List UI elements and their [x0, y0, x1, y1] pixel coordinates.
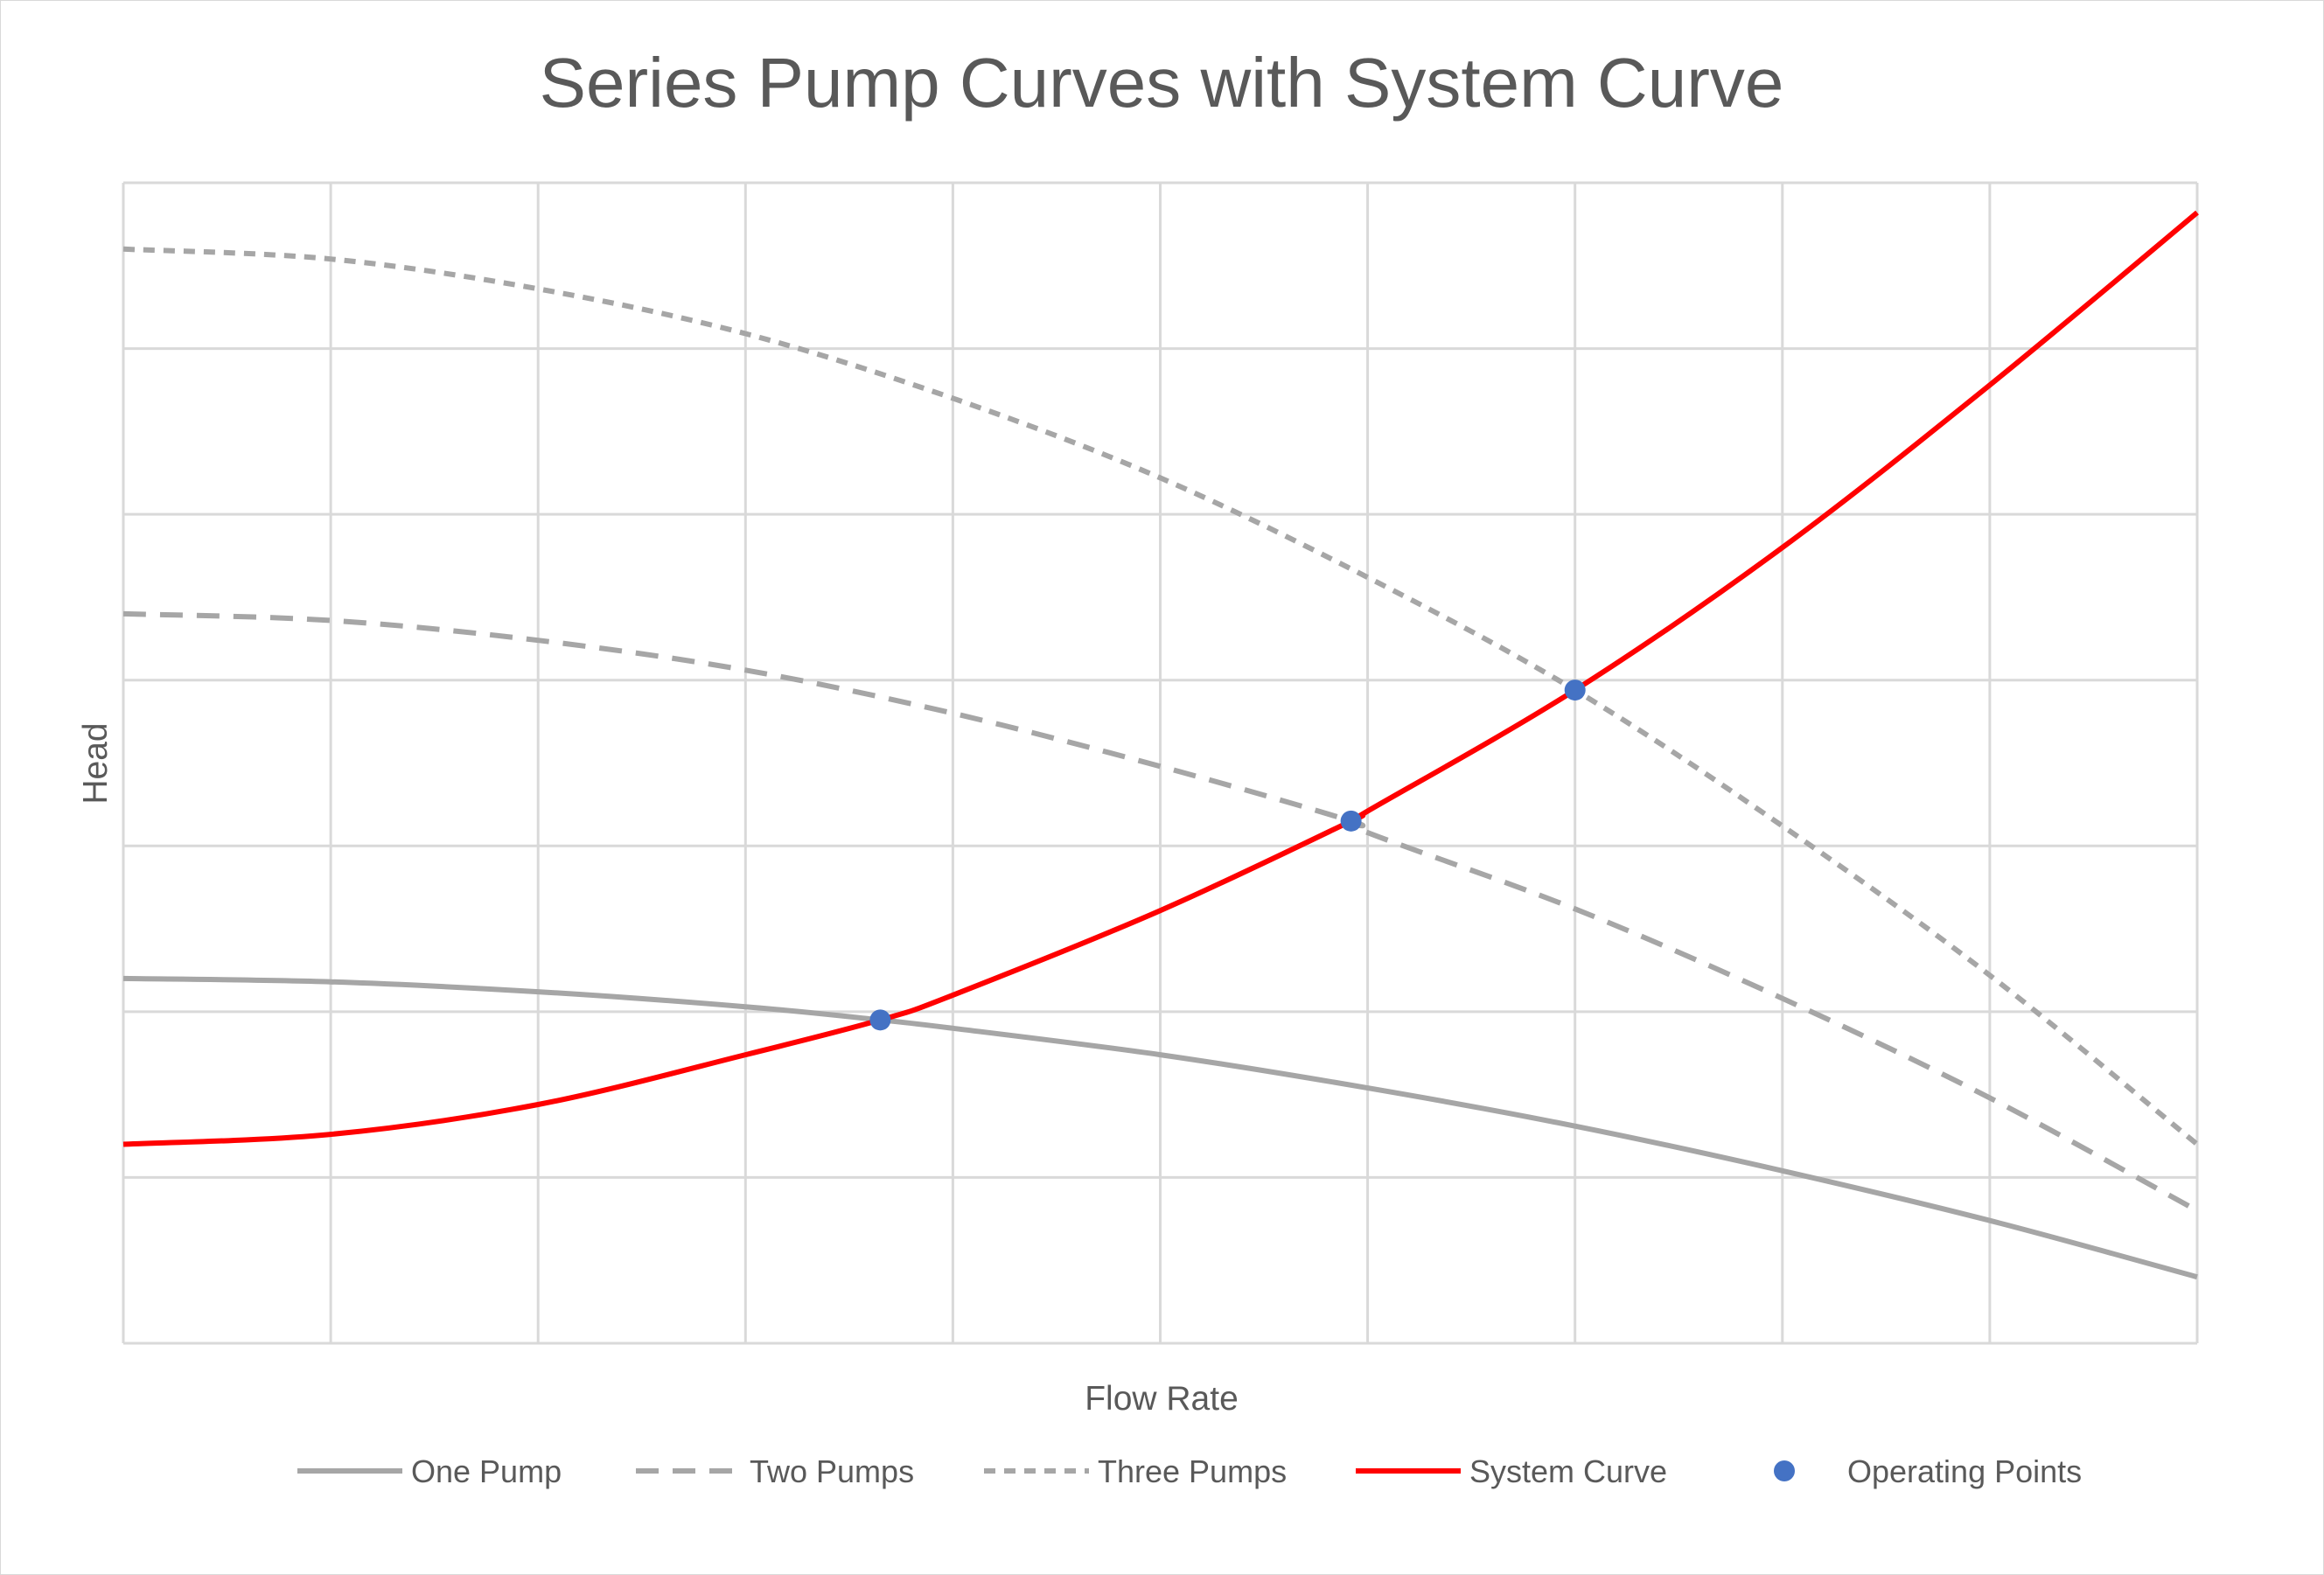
legend-item-system-curve: System Curve	[1356, 1453, 1667, 1489]
legend-label: One Pump	[411, 1453, 562, 1489]
system-curve-line	[122, 210, 2199, 1147]
legend-item-three-pumps: Three Pumps	[984, 1453, 1287, 1489]
legend-swatch-operating-points	[1774, 1460, 1795, 1481]
legend-item-one-pump: One Pump	[297, 1453, 562, 1489]
legend-label: System Curve	[1469, 1453, 1667, 1489]
legend-item-operating-points: Operating Points	[1774, 1453, 2082, 1489]
x-axis-label: Flow Rate	[1085, 1380, 1239, 1418]
operating-point-marker	[869, 1009, 891, 1031]
one-pump-line	[122, 975, 2198, 1280]
legend-label: Operating Points	[1847, 1453, 2082, 1489]
operating-point-marker	[1564, 679, 1586, 701]
legend: One Pump Two Pumps Three Pumps System Curve…	[297, 1453, 2082, 1489]
legend-label: Two Pumps	[750, 1453, 914, 1489]
operating-point-marker	[1340, 810, 1362, 832]
y-axis-label: Head	[77, 722, 115, 804]
legend-item-two-pumps: Two Pumps	[636, 1453, 914, 1489]
three-pumps-line	[122, 246, 2199, 1146]
gridlines	[122, 181, 2199, 1345]
two-pumps-line	[122, 610, 2199, 1213]
legend-label: Three Pumps	[1098, 1453, 1287, 1489]
chart-title: Series Pump Curves with System Curve	[540, 44, 1784, 122]
operating-point-markers	[869, 679, 1586, 1031]
plot-series	[122, 210, 2199, 1280]
